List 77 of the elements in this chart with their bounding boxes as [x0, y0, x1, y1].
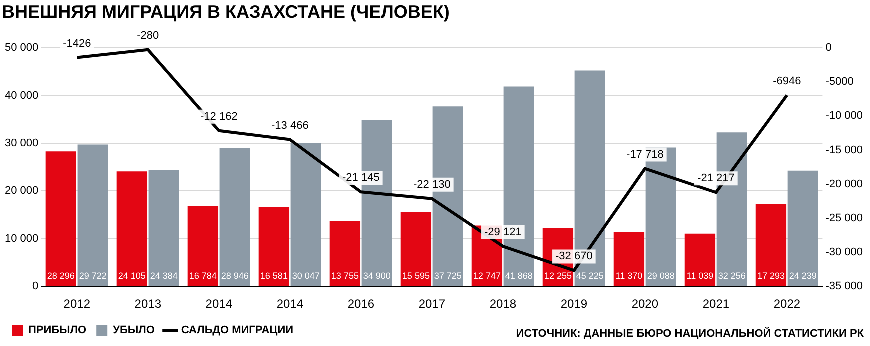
data-label: 32 256: [718, 271, 746, 282]
y-tick-label: 30 000: [4, 137, 39, 150]
data-label: 28 296: [47, 271, 75, 282]
data-label: 29 722: [79, 271, 107, 282]
data-label: -21 145: [342, 172, 380, 184]
data-label: 45 225: [576, 271, 604, 282]
y2-tick-label: -20 000: [826, 178, 864, 190]
data-label: -280: [137, 30, 160, 42]
bar: [290, 143, 322, 286]
data-label: 24 105: [118, 271, 146, 282]
data-label: 11 370: [616, 271, 643, 282]
legend-label: УБЫЛО: [113, 324, 156, 337]
data-label: -1426: [63, 38, 92, 50]
y-tick-label: 10 000: [4, 232, 39, 245]
data-label: 12 255: [544, 271, 572, 282]
bar: [116, 172, 148, 286]
data-label: -12 162: [200, 110, 238, 123]
bar: [46, 152, 77, 286]
y2-tick-label: -30 000: [826, 246, 864, 259]
data-label: -13 466: [272, 120, 309, 132]
data-label: 30 047: [292, 271, 320, 282]
bar: [258, 207, 290, 286]
data-label: 15 595: [402, 271, 430, 282]
y2-tick-label: 0: [826, 42, 832, 54]
x-tick-label: 2018: [490, 297, 517, 312]
y2-tick-label: -25 000: [826, 212, 864, 224]
data-label: 24 239: [789, 271, 817, 282]
bar: [684, 234, 716, 286]
data-label: -17 718: [626, 148, 664, 161]
y-tick-label: 0: [32, 280, 39, 293]
bar: [148, 170, 180, 286]
y2-tick-label: -15 000: [826, 144, 864, 156]
bar: [188, 206, 219, 286]
data-label: 11 039: [686, 271, 714, 282]
y-tick-label: 20 000: [4, 185, 39, 198]
x-tick-label: 2014: [206, 297, 233, 312]
x-tick-label: 2019: [560, 297, 588, 312]
data-label: 12 747: [473, 271, 501, 282]
bar: [756, 204, 787, 286]
data-label: 16 784: [189, 271, 217, 282]
data-label: -32 670: [556, 250, 593, 263]
data-label: 17 293: [757, 271, 785, 282]
x-tick-label: 2017: [418, 297, 446, 312]
data-label: -21 217: [698, 172, 735, 185]
legend-label: САЛЬДО МИГРАЦИИ: [181, 324, 294, 337]
bar: [78, 144, 108, 286]
y-tick-label: 40 000: [4, 90, 39, 102]
data-label: 16 581: [260, 271, 288, 282]
data-label: -29 121: [484, 226, 522, 239]
chart-title: ВНЕШНЯЯ МИГРАЦИЯ В КАЗАХСТАНЕ (ЧЕЛОВЕК): [2, 2, 450, 22]
data-label: 41 868: [505, 271, 533, 282]
bar: [614, 232, 645, 286]
x-tick-label: 2016: [348, 297, 375, 312]
bar: [788, 170, 819, 286]
x-tick-label: 2012: [64, 297, 91, 312]
bar: [330, 220, 361, 286]
y-tick-label: 50 000: [4, 42, 39, 54]
data-label: 34 900: [363, 271, 391, 282]
x-tick-label: 2014: [276, 297, 304, 312]
x-tick-label: 2020: [632, 297, 659, 312]
bar: [220, 148, 250, 286]
data-label: -6946: [773, 75, 802, 88]
text: ИСТОЧНИК: ДАННЫЕ БЮРО НАЦИОНАЛЬНОЙ СТАТИСТИКИ РК: [516, 327, 864, 340]
data-label: 37 725: [434, 271, 462, 282]
data-label: 29 088: [647, 271, 675, 282]
y2-tick-label: -10 000: [826, 110, 864, 122]
bar: [400, 212, 432, 286]
x-tick-label: 2013: [134, 297, 162, 312]
data-label: 24 384: [150, 271, 178, 282]
data-label: 13 755: [331, 271, 359, 282]
x-tick-label: 2021: [702, 297, 730, 312]
x-tick-label: 2022: [774, 297, 801, 312]
y2-tick-label: -5000: [826, 76, 854, 88]
y2-tick-label: -35 000: [826, 280, 864, 293]
data-label: 28 946: [221, 271, 249, 282]
legend-label: ПРИБЫЛО: [28, 324, 88, 337]
data-label: -22 130: [414, 178, 451, 191]
